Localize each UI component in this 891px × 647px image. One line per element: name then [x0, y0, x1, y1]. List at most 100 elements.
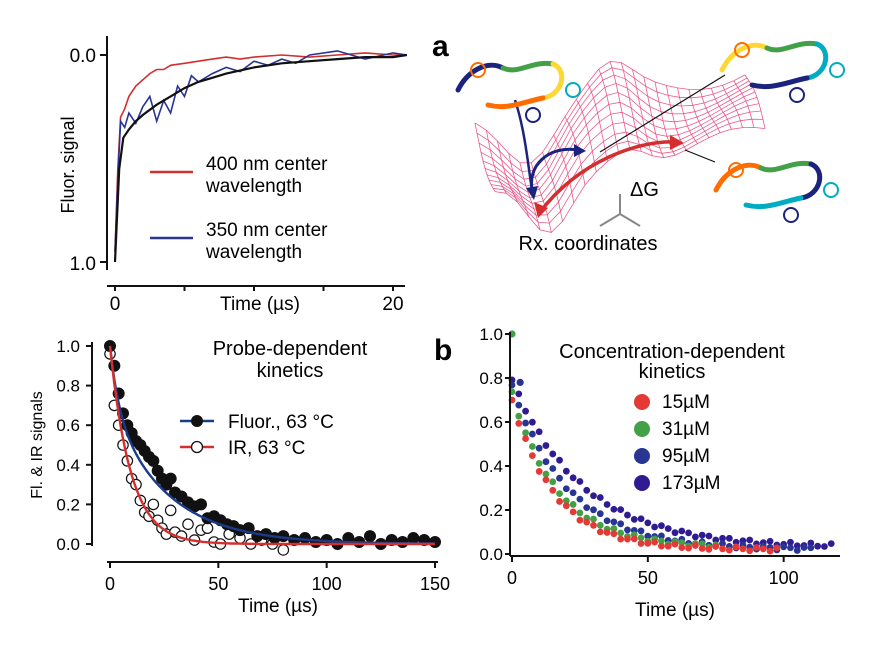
point-173µM	[719, 534, 726, 542]
y-tick-label-3: 0.6	[56, 416, 80, 435]
point-173µM	[542, 442, 550, 449]
mesh-line	[530, 162, 552, 233]
x-tick-labels: 0 50 100	[507, 568, 799, 588]
protein-ribbon	[758, 160, 814, 173]
legend-label-fluor: Fluor., 63 °C	[228, 412, 334, 433]
point-31µM	[610, 525, 618, 532]
point-31µM	[549, 478, 557, 486]
ring	[823, 182, 839, 198]
point-15µM	[515, 420, 523, 427]
mesh-line	[478, 74, 750, 180]
point-173µM	[787, 538, 794, 546]
legend-label-95µM: 95µM	[662, 446, 710, 467]
protein-structure-folded-icon	[713, 160, 839, 223]
mesh-line	[677, 87, 698, 144]
y-tick-label-2: 0.4	[479, 457, 503, 476]
point-95µM	[522, 419, 529, 427]
point-173µM	[590, 492, 597, 500]
fluor-point	[309, 536, 322, 549]
ir-point	[164, 504, 177, 517]
legend-label-ir: IR, 63 °C	[228, 438, 305, 459]
point-15µM	[698, 545, 706, 552]
ir-point	[147, 498, 160, 511]
axis-rx-right	[619, 213, 641, 227]
point-173µM	[664, 525, 672, 533]
plot-area	[113, 50, 408, 263]
y-tick-label-4: 0.8	[479, 369, 503, 388]
y-axis-label: Fluor. signal	[58, 116, 78, 213]
point-31µM	[542, 470, 550, 478]
point-15µM	[522, 435, 529, 442]
legend-swatch-173µM	[634, 475, 650, 491]
point-95µM	[583, 504, 591, 512]
chart-title-line2: kinetics	[639, 361, 706, 383]
point-173µM	[603, 501, 611, 508]
point-95µM	[569, 489, 577, 497]
protein-structure-unfolded-icon	[455, 60, 581, 123]
x-tick-label-1: 50	[208, 574, 228, 594]
point-15µM	[610, 530, 618, 538]
point-95µM	[528, 430, 536, 438]
tick-marks	[86, 345, 436, 568]
point-173µM	[535, 428, 543, 436]
point-173µM	[556, 456, 563, 464]
ir-point	[277, 544, 290, 556]
x-tick-label-2: 100	[769, 568, 799, 588]
point-173µM	[596, 494, 604, 501]
protein-ribbon	[743, 195, 804, 210]
plot-area	[104, 340, 441, 556]
y-tick-label-1: 0.2	[479, 501, 503, 520]
ir-point	[201, 522, 214, 534]
protein-ribbon	[749, 75, 810, 90]
y-tick-labels: 0.0 0.2 0.4 0.6 0.8 1.0	[479, 325, 503, 564]
ring	[734, 42, 750, 58]
point-31µM	[535, 459, 543, 467]
panel-letter-a: a	[432, 30, 449, 63]
point-15µM	[658, 542, 665, 550]
x-tick-label-1: 20	[382, 294, 403, 315]
point-15µM	[739, 545, 747, 553]
point-31µM	[590, 515, 597, 523]
arrow-blue-loop	[530, 147, 579, 195]
protein-ribbon	[804, 41, 829, 81]
point-173µM	[793, 542, 801, 550]
point-173µM	[528, 418, 536, 426]
point-15µM	[562, 502, 570, 510]
point-15µM	[685, 544, 692, 552]
y-tick-label-1: 0.2	[56, 495, 80, 514]
x-tick-label-0: 0	[105, 574, 115, 594]
y-tick-label-3: 0.6	[479, 413, 503, 432]
point-95µM	[535, 444, 543, 452]
energy-landscape-diagram: a ΔG Rx. coordinates	[432, 30, 845, 255]
x-tick-label-1: 50	[638, 568, 658, 588]
legend-label-31µM: 31µM	[662, 419, 710, 440]
point-15µM	[705, 545, 713, 553]
point-15µM	[556, 498, 563, 505]
y-tick-label-1: 1.0	[70, 254, 96, 275]
point-15µM	[651, 538, 659, 546]
point-173µM	[637, 515, 645, 523]
point-95µM	[515, 401, 523, 409]
point-95µM	[590, 506, 597, 514]
mesh-line	[587, 83, 608, 162]
point-173µM	[624, 511, 631, 519]
legend: 15µM 31µM 95µM 173µM	[634, 392, 720, 494]
point-173µM	[746, 536, 754, 544]
protein-ribbon	[719, 42, 770, 73]
rx-coordinates-label: Rx. coordinates	[519, 233, 658, 255]
y-tick-label-0: 0.0	[479, 545, 503, 564]
leader-line-right-bottom	[684, 149, 716, 163]
point-173µM	[515, 390, 523, 398]
point-173µM	[685, 529, 692, 537]
ring	[789, 87, 805, 103]
point-95µM	[793, 547, 801, 554]
chart-title-line2: kinetics	[257, 360, 324, 382]
mesh-line	[710, 88, 732, 130]
fluor-point	[108, 359, 121, 372]
extra-point-1	[516, 378, 524, 386]
legend-swatch-31µM	[634, 421, 650, 437]
y-tick-label-5: 1.0	[479, 325, 503, 344]
protein-ribbon	[540, 61, 565, 101]
arrow-head-blue-loop	[574, 144, 586, 157]
point-15µM	[719, 545, 726, 553]
